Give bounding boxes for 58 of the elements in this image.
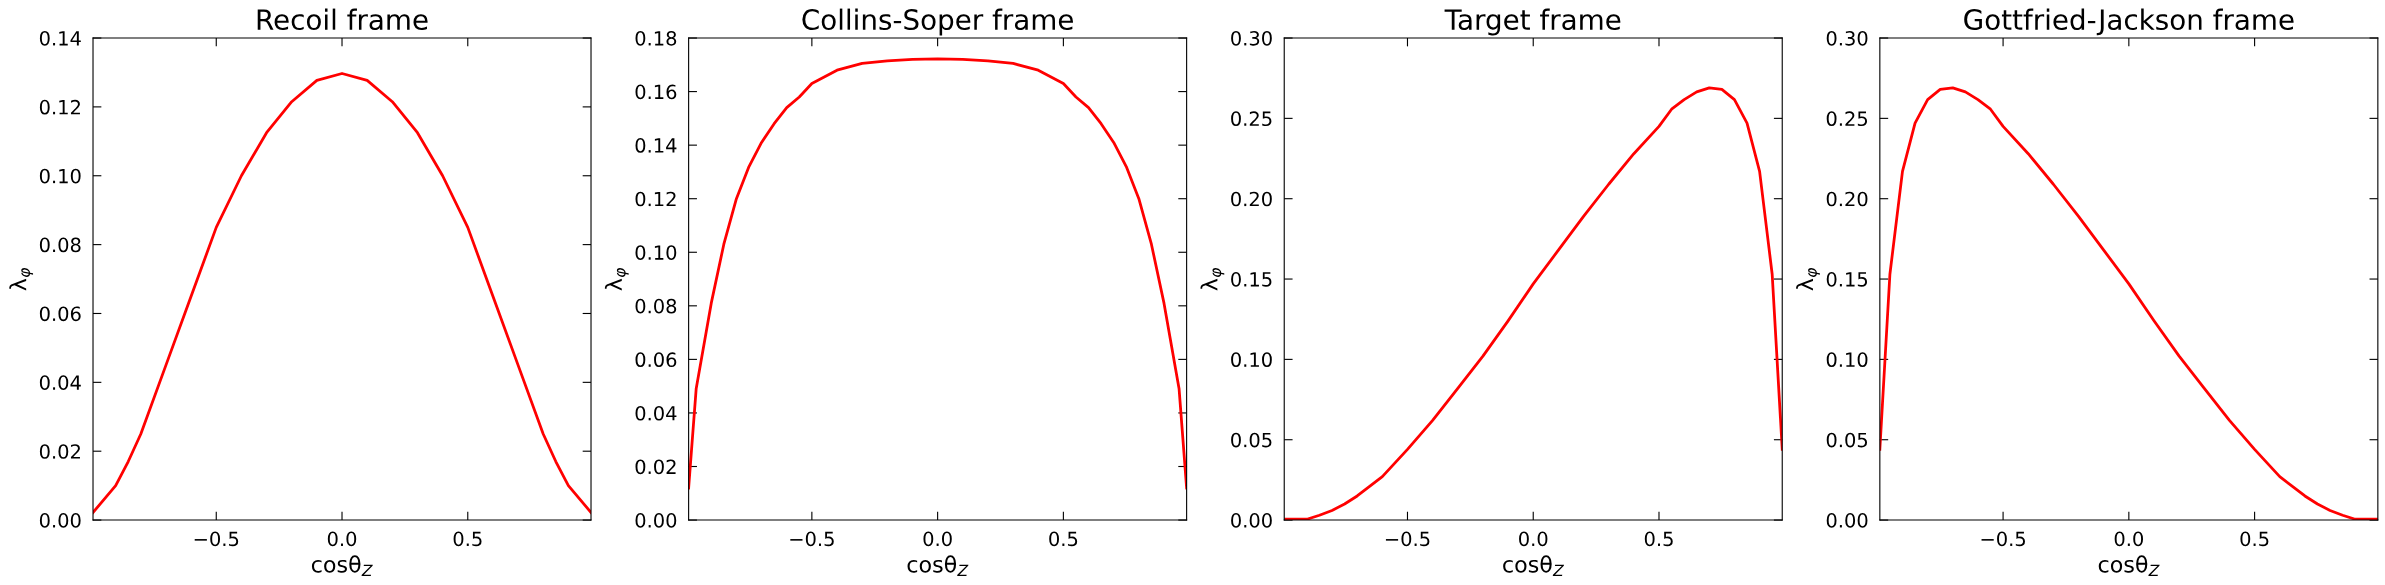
y-tick-label: 0.04 <box>635 405 677 421</box>
line-series <box>688 57 1187 490</box>
y-tick-label: 0.18 <box>635 30 677 46</box>
y-tick-label: 0.00 <box>635 513 677 528</box>
x-tick-label: −0.5 <box>194 531 239 547</box>
y-tick-label: 0.10 <box>1231 352 1272 368</box>
x-tick-label: 0.0 <box>2114 531 2144 547</box>
y-tick-label: 0.06 <box>635 352 677 368</box>
y-tick-label: 0.15 <box>1231 272 1272 287</box>
y-tick-label: 0.25 <box>1231 111 1272 127</box>
y-axis-title: λ$_{φ}$ <box>604 268 629 291</box>
x-tick-label: 0.5 <box>1049 531 1078 547</box>
y-tick-label: 0.10 <box>39 168 81 184</box>
y-tick-label: 0.02 <box>635 459 676 475</box>
y-tick-label: 0.05 <box>1826 432 1868 448</box>
y-tick-label: 0.20 <box>1231 191 1272 207</box>
y-axis-title: λ$_{φ}$ <box>1200 268 1225 291</box>
y-axis-title: λ$_{φ}$ <box>9 268 34 291</box>
y-tick-label: 0.14 <box>635 138 677 153</box>
y-tick-label: 0.12 <box>39 99 80 115</box>
x-tick-label: 0.5 <box>1644 531 1673 547</box>
chart-title: Target frame <box>1444 8 1621 36</box>
y-tick-label: 0.05 <box>1231 432 1272 448</box>
y-tick-label: 0.06 <box>39 306 81 322</box>
y-tick-label: 0.10 <box>635 245 677 260</box>
chart-title: Recoil frame <box>257 8 428 31</box>
y-tick-label: 0.14 <box>39 30 81 46</box>
x-axis-title: cosθ$_{Z}$ <box>311 555 373 577</box>
x-tick-label: 0.5 <box>2240 531 2269 547</box>
y-tick-label: 0.20 <box>1826 191 1868 207</box>
chart-title: Gottfried-Jackson frame <box>1964 8 2294 36</box>
y-tick-label: 0.25 <box>1826 111 1868 127</box>
chart-title: Collins-Soper frame <box>802 8 1073 36</box>
x-axis-title: cosθ$_{Z}$ <box>1503 555 1565 577</box>
y-tick-label: 0.10 <box>1826 352 1868 368</box>
y-tick-label: 0.02 <box>39 444 80 459</box>
y-tick-label: 0.00 <box>39 513 81 528</box>
y-tick-label: 0.00 <box>1826 513 1868 528</box>
x-tick-label: 0.5 <box>453 531 482 547</box>
x-axis-title: cosθ$_{Z}$ <box>2098 555 2160 577</box>
y-axis-title: λ$_{φ}$ <box>1796 268 1820 291</box>
y-tick-label: 0.30 <box>1231 30 1272 46</box>
y-tick-label: 0.16 <box>635 84 677 100</box>
x-tick-label: 0.0 <box>327 531 357 547</box>
y-tick-label: 0.08 <box>635 298 677 314</box>
x-tick-label: −0.5 <box>1981 531 2025 547</box>
y-tick-label: 0.30 <box>1826 30 1868 46</box>
x-tick-label: 0.0 <box>923 531 952 547</box>
y-tick-label: 0.04 <box>39 375 81 390</box>
x-axis-title: cosθ$_{Z}$ <box>907 555 969 577</box>
x-tick-label: −0.5 <box>790 531 834 547</box>
y-tick-label: 0.00 <box>1231 513 1272 528</box>
y-tick-label: 0.08 <box>39 237 81 253</box>
x-tick-label: −0.5 <box>1385 531 1430 547</box>
line-series <box>93 72 592 514</box>
x-tick-label: 0.0 <box>1519 531 1548 547</box>
y-tick-label: 0.15 <box>1826 272 1868 287</box>
y-tick-label: 0.12 <box>635 191 676 207</box>
